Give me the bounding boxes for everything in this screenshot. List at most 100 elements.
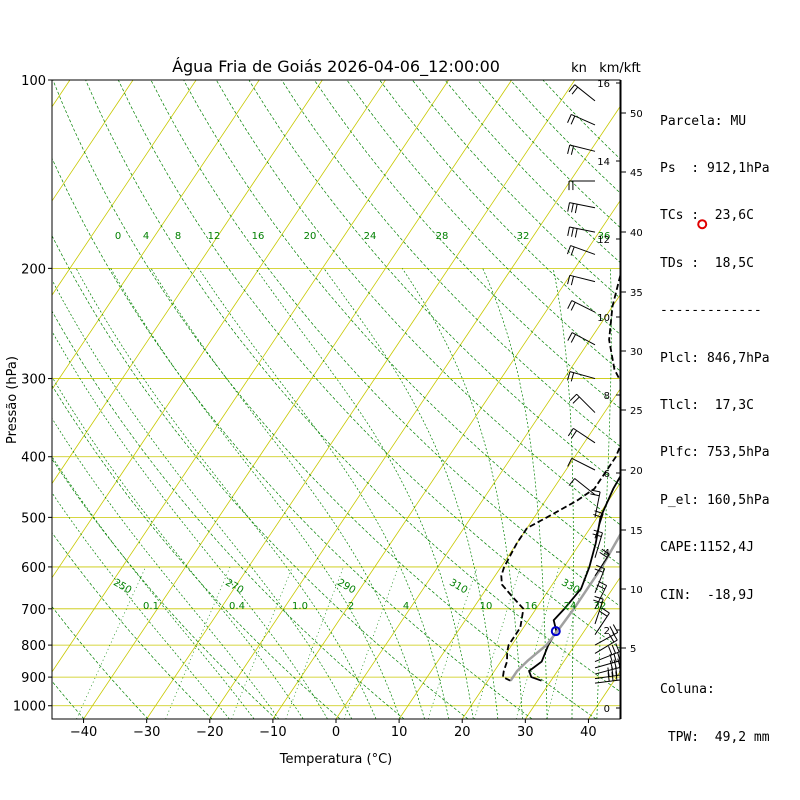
wind-barb-flag — [571, 227, 574, 237]
isotherm-line — [461, 482, 620, 719]
km-tick-label: 14 — [597, 157, 610, 168]
dry-adiabat-line — [52, 157, 533, 719]
wind-barb-flag — [567, 371, 571, 381]
wind-barb-flag — [593, 529, 603, 534]
dry-adiabat-line — [52, 532, 213, 719]
mixing-ratio-label: 2 — [348, 601, 354, 612]
y-tick-label: 300 — [21, 373, 46, 388]
info-line: CIN: -18,9J — [660, 587, 754, 603]
x-tick-label: 20 — [454, 725, 471, 740]
isotherm-line — [146, 80, 576, 719]
mixing-ratio-label: 10 — [480, 601, 493, 612]
isotherm-line — [209, 106, 620, 719]
isotherm-line — [52, 80, 260, 391]
x-tick-label: −20 — [196, 725, 223, 740]
info-line: Coluna: — [660, 682, 715, 698]
wind-barb-flag — [617, 658, 621, 668]
wind-barb — [567, 144, 596, 155]
moist-adiabat-line — [52, 279, 353, 719]
moist-adiabat-line — [150, 268, 425, 719]
isotherm-label: 12 — [208, 231, 221, 242]
km-tick-label: 0 — [604, 704, 610, 715]
temperature-line — [528, 475, 620, 682]
info-line: Tlcl: 17,3C — [660, 397, 754, 413]
isotherm-line — [335, 294, 620, 719]
wind-barb — [567, 274, 596, 286]
wind-barb — [594, 548, 610, 577]
wind-barb-shaft — [594, 585, 608, 610]
x-tick-label: 30 — [517, 725, 534, 740]
mixing-ratio-label: 0.1 — [143, 601, 159, 612]
parcel-line — [509, 532, 620, 682]
info-line: TCs : 23,6C — [660, 208, 754, 224]
kft-tick-label: 20 — [630, 466, 643, 477]
info-line: Plfc: 753,5hPa — [660, 445, 770, 461]
moist-adiabat-line — [110, 268, 401, 719]
wind-barb — [569, 393, 596, 413]
wind-barb-flag — [613, 652, 617, 662]
isotherm-line — [52, 80, 134, 202]
dry-adiabat-line — [248, 80, 620, 486]
wind-barb-flag — [593, 513, 603, 518]
dry-adiabat-line — [52, 234, 469, 719]
dry-adiabat-line — [52, 606, 149, 719]
wind-barb-flag — [598, 581, 607, 587]
info-line: CAPE:1152,4J — [660, 540, 754, 556]
moist-adiabat-line — [552, 268, 574, 719]
moist-adiabat-line — [482, 268, 548, 719]
isotherm-label: 16 — [252, 231, 265, 242]
wind-barb — [566, 245, 596, 256]
moist-adiabat-line — [198, 268, 450, 719]
mixing-ratio-label: 1.0 — [292, 601, 308, 612]
chart-title: Água Fria de Goiás 2026-04-06_12:00:00 — [172, 57, 500, 77]
y-tick-label: 200 — [21, 262, 46, 277]
dry-adiabat-line — [215, 80, 620, 526]
x-tick-label: 40 — [580, 725, 597, 740]
lcl-marker — [697, 219, 708, 230]
wind-barb-flag — [571, 203, 574, 213]
wind-barb-flag — [574, 228, 578, 238]
moist-adiabat-line — [596, 268, 612, 719]
dry-adiabat-label: 270 — [223, 577, 245, 596]
isotherm-label: 4 — [143, 231, 149, 242]
mixing-ratio-line — [474, 566, 521, 719]
wind-barb-flag — [571, 430, 578, 439]
wind-barb-flag — [570, 276, 575, 286]
wind-barb-flag — [567, 300, 573, 309]
x-axis-label: Temperatura (°C) — [279, 752, 392, 767]
wind-barb-flag — [570, 334, 576, 343]
moist-adiabat-line — [52, 417, 279, 719]
isotherm-line — [398, 388, 620, 719]
km-tick-label: 8 — [604, 391, 610, 402]
wind-barb — [590, 489, 601, 518]
isotherm-label: 24 — [364, 231, 377, 242]
wind-barb — [568, 180, 595, 191]
km-tick-label: 4 — [604, 548, 610, 559]
wind-barb-shaft — [574, 84, 596, 102]
wind-barb — [567, 427, 596, 444]
kn-label: kn — [571, 61, 587, 76]
dewpoint-line — [500, 273, 620, 682]
wind-barb-shaft — [569, 202, 596, 209]
kft-tick-label: 40 — [630, 228, 643, 239]
info-line — [660, 635, 770, 651]
wind-barb-flag — [593, 599, 603, 604]
km-tick-label: 6 — [604, 469, 610, 480]
wind-barb — [592, 529, 603, 558]
wind-barb-shaft — [569, 371, 596, 380]
y-tick-label: 400 — [21, 451, 46, 466]
wind-barb-flag — [572, 396, 580, 404]
wind-barb-flag — [601, 607, 610, 614]
wind-barb-flag — [613, 659, 617, 669]
y-tick-label: 600 — [21, 561, 46, 576]
kft-tick-label: 50 — [630, 109, 643, 120]
y-tick-label: 500 — [21, 511, 46, 526]
wind-barb-flag — [592, 533, 602, 538]
km-tick-label: 12 — [597, 235, 610, 246]
wind-barb-flag — [567, 114, 572, 123]
wind-barb-shaft — [571, 332, 596, 346]
wind-barb — [567, 202, 596, 214]
wind-barb-flag — [567, 428, 574, 437]
wind-barb — [567, 457, 596, 471]
